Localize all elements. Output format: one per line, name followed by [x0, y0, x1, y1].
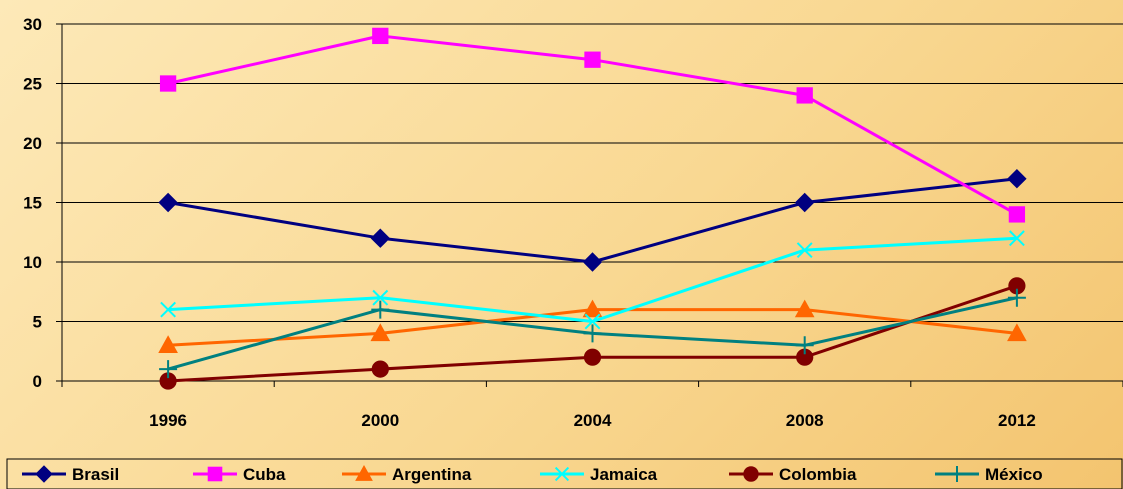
y-tick-label: 0 — [33, 372, 42, 391]
legend-label: Argentina — [392, 465, 472, 484]
data-point — [158, 335, 178, 353]
data-point — [794, 299, 815, 318]
legend-label: Cuba — [243, 465, 286, 484]
gridlines — [56, 23, 1123, 382]
data-point — [795, 336, 814, 355]
data-point — [949, 466, 965, 482]
legend-item: Argentina — [342, 464, 472, 484]
data-point — [1007, 288, 1026, 307]
data-point — [582, 299, 603, 318]
series-jamaica — [160, 230, 1025, 330]
x-tick-label: 2008 — [786, 411, 824, 430]
data-point — [1007, 323, 1027, 342]
legend-item: Brasil — [22, 465, 119, 484]
data-point — [355, 464, 373, 481]
data-point — [584, 313, 601, 330]
x-tick-label: 2012 — [998, 411, 1036, 430]
data-point — [159, 360, 178, 379]
legend-label: México — [985, 465, 1043, 484]
data-point — [582, 252, 603, 272]
legend-item: México — [935, 465, 1043, 484]
data-point — [207, 466, 223, 482]
data-point — [1008, 230, 1025, 247]
series-cuba — [159, 27, 1026, 223]
data-point — [796, 87, 813, 104]
data-point — [583, 324, 602, 343]
data-point — [372, 27, 389, 45]
series-brasil — [158, 168, 1027, 272]
legend-label: Brasil — [72, 465, 119, 484]
y-tick-label: 20 — [23, 134, 42, 153]
data-point — [794, 192, 815, 213]
data-point — [1008, 206, 1026, 223]
data-point — [35, 465, 53, 483]
data-point — [372, 289, 389, 306]
y-tick-label: 30 — [23, 15, 42, 34]
data-point — [160, 301, 177, 318]
x-tick-label: 2004 — [574, 411, 612, 430]
data-point — [796, 242, 813, 259]
data-point — [743, 466, 759, 482]
legend-label: Jamaica — [590, 465, 658, 484]
y-tick-label: 15 — [23, 194, 42, 213]
legend-box — [6, 458, 1123, 489]
series-colombia — [159, 277, 1026, 390]
legend-item: Cuba — [193, 465, 286, 484]
data-point — [1007, 168, 1027, 189]
data-point — [158, 192, 178, 213]
y-tick-label: 25 — [23, 75, 42, 94]
series-argentina — [158, 299, 1027, 353]
series-méxico — [159, 288, 1026, 379]
legend-item: Colombia — [729, 465, 857, 484]
legend-item: Jamaica — [540, 465, 658, 484]
legend-label: Colombia — [779, 465, 857, 484]
data-point — [370, 228, 391, 248]
data-point — [554, 466, 570, 482]
data-point — [371, 360, 389, 378]
y-tick-label: 10 — [23, 253, 42, 272]
data-point — [371, 300, 390, 319]
legend: Brasil Cuba Argentina Jamaica Colombia México — [6, 458, 1123, 489]
series-line — [167, 177, 1018, 264]
y-tick-label: 5 — [33, 313, 42, 332]
x-tick-label: 1996 — [149, 411, 187, 430]
data-point — [159, 75, 177, 92]
data-point — [370, 323, 391, 342]
data-point — [583, 348, 602, 366]
data-point — [584, 51, 601, 68]
x-tick-label: 2000 — [361, 411, 399, 430]
